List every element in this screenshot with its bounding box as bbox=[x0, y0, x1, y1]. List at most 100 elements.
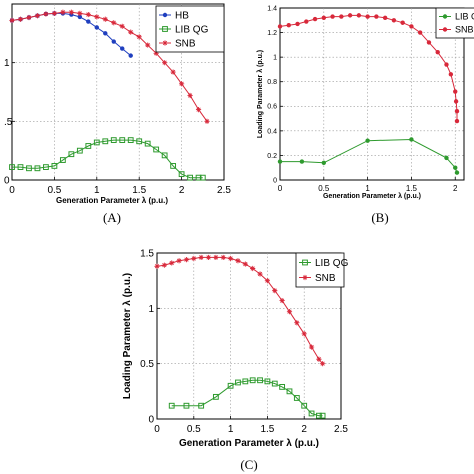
legend-swatch-marker bbox=[302, 259, 308, 266]
data-point bbox=[242, 378, 249, 385]
data-point bbox=[93, 139, 100, 146]
data-point bbox=[154, 263, 160, 269]
x-tick-label: 0.5 bbox=[318, 184, 330, 193]
data-point bbox=[286, 309, 293, 315]
data-point bbox=[448, 72, 454, 77]
data-point bbox=[205, 254, 212, 261]
data-point bbox=[9, 164, 15, 170]
y-tick-label: 0.6 bbox=[267, 104, 277, 111]
panel-caption: (A) bbox=[103, 210, 121, 225]
y-tick-label: 0.8 bbox=[267, 79, 277, 86]
data-point bbox=[34, 165, 41, 172]
data-point bbox=[257, 271, 263, 277]
data-point bbox=[161, 262, 167, 268]
data-point bbox=[43, 164, 49, 170]
data-point bbox=[235, 258, 241, 264]
data-point bbox=[235, 379, 241, 386]
data-point bbox=[169, 260, 175, 266]
data-point bbox=[51, 163, 58, 169]
y-tick-label: 1 bbox=[4, 58, 10, 69]
data-point bbox=[94, 25, 100, 30]
legend-label: HB bbox=[175, 11, 189, 22]
data-point bbox=[17, 164, 24, 170]
data-point bbox=[227, 382, 234, 389]
y-tick-label: .5 bbox=[4, 117, 13, 128]
data-point bbox=[136, 138, 143, 145]
data-point bbox=[9, 17, 15, 24]
data-point bbox=[60, 9, 66, 15]
legend-swatch-marker bbox=[162, 26, 168, 32]
data-point bbox=[365, 14, 370, 19]
data-point bbox=[85, 11, 91, 18]
data-point bbox=[102, 138, 109, 145]
data-point bbox=[220, 254, 226, 261]
data-point bbox=[454, 118, 460, 124]
x-tick-label: 1 bbox=[365, 184, 370, 193]
data-point bbox=[294, 320, 300, 326]
data-point bbox=[271, 380, 278, 387]
data-point bbox=[264, 378, 271, 385]
data-point bbox=[68, 151, 75, 158]
data-point bbox=[295, 21, 300, 27]
y-tick-label: 0.2 bbox=[267, 153, 277, 160]
data-point bbox=[453, 89, 458, 94]
data-point bbox=[347, 13, 353, 18]
data-point bbox=[321, 15, 327, 21]
data-point bbox=[454, 109, 460, 114]
data-point bbox=[316, 412, 322, 419]
data-point bbox=[212, 393, 219, 400]
legend-swatch-marker bbox=[302, 274, 308, 281]
y-tick-label: 1 bbox=[148, 304, 154, 315]
x-tick-label: 0.5 bbox=[187, 424, 201, 435]
data-point bbox=[400, 20, 405, 25]
x-tick-label: 0.5 bbox=[47, 185, 61, 196]
data-point bbox=[417, 30, 423, 35]
x-tick-label: 0 bbox=[278, 184, 283, 193]
data-point bbox=[145, 42, 151, 48]
legend-box bbox=[435, 7, 474, 39]
data-point bbox=[168, 402, 175, 409]
legend-label: SNB bbox=[315, 273, 336, 284]
legend-swatch-marker bbox=[442, 27, 448, 32]
data-point bbox=[198, 402, 205, 409]
data-point bbox=[409, 137, 414, 142]
data-point bbox=[444, 62, 449, 67]
legend-label: LIB QG bbox=[175, 25, 209, 36]
x-tick-label: 2.5 bbox=[217, 185, 231, 196]
legend-label: SNB bbox=[175, 39, 196, 50]
data-point bbox=[111, 39, 116, 44]
x-tick-label: 1.5 bbox=[132, 185, 146, 196]
data-point bbox=[26, 14, 32, 21]
data-point bbox=[103, 31, 108, 36]
data-point bbox=[257, 377, 263, 384]
legend: LIB C SNB bbox=[435, 7, 474, 39]
data-point bbox=[199, 174, 206, 181]
legend-swatch-marker bbox=[442, 14, 448, 19]
data-point bbox=[286, 23, 291, 28]
data-point bbox=[176, 258, 182, 264]
y-tick-label: 1.5 bbox=[140, 249, 154, 260]
y-tick-label: 1.4 bbox=[267, 5, 277, 12]
data-point bbox=[162, 60, 168, 66]
y-tick-label: 0 bbox=[4, 176, 10, 187]
legend: HB LIB QG SNB bbox=[155, 5, 225, 53]
data-point bbox=[272, 288, 278, 294]
y-tick-label: 0 bbox=[273, 177, 277, 184]
data-point bbox=[204, 118, 210, 124]
data-point bbox=[119, 23, 125, 29]
x-tick-label: 0 bbox=[9, 185, 15, 196]
x-tick-label: 1 bbox=[94, 185, 100, 196]
data-point bbox=[195, 174, 202, 181]
x-tick-label: 2 bbox=[301, 424, 307, 435]
data-point bbox=[17, 16, 24, 22]
data-point bbox=[409, 24, 414, 29]
data-point bbox=[286, 388, 293, 395]
data-point bbox=[382, 15, 388, 21]
data-point bbox=[183, 402, 190, 409]
legend-label: SNB bbox=[455, 25, 474, 35]
data-point bbox=[339, 14, 344, 19]
data-point bbox=[178, 171, 185, 178]
legend-swatch-marker bbox=[162, 12, 168, 18]
data-point bbox=[85, 143, 92, 149]
panel-caption: (B) bbox=[371, 210, 388, 225]
